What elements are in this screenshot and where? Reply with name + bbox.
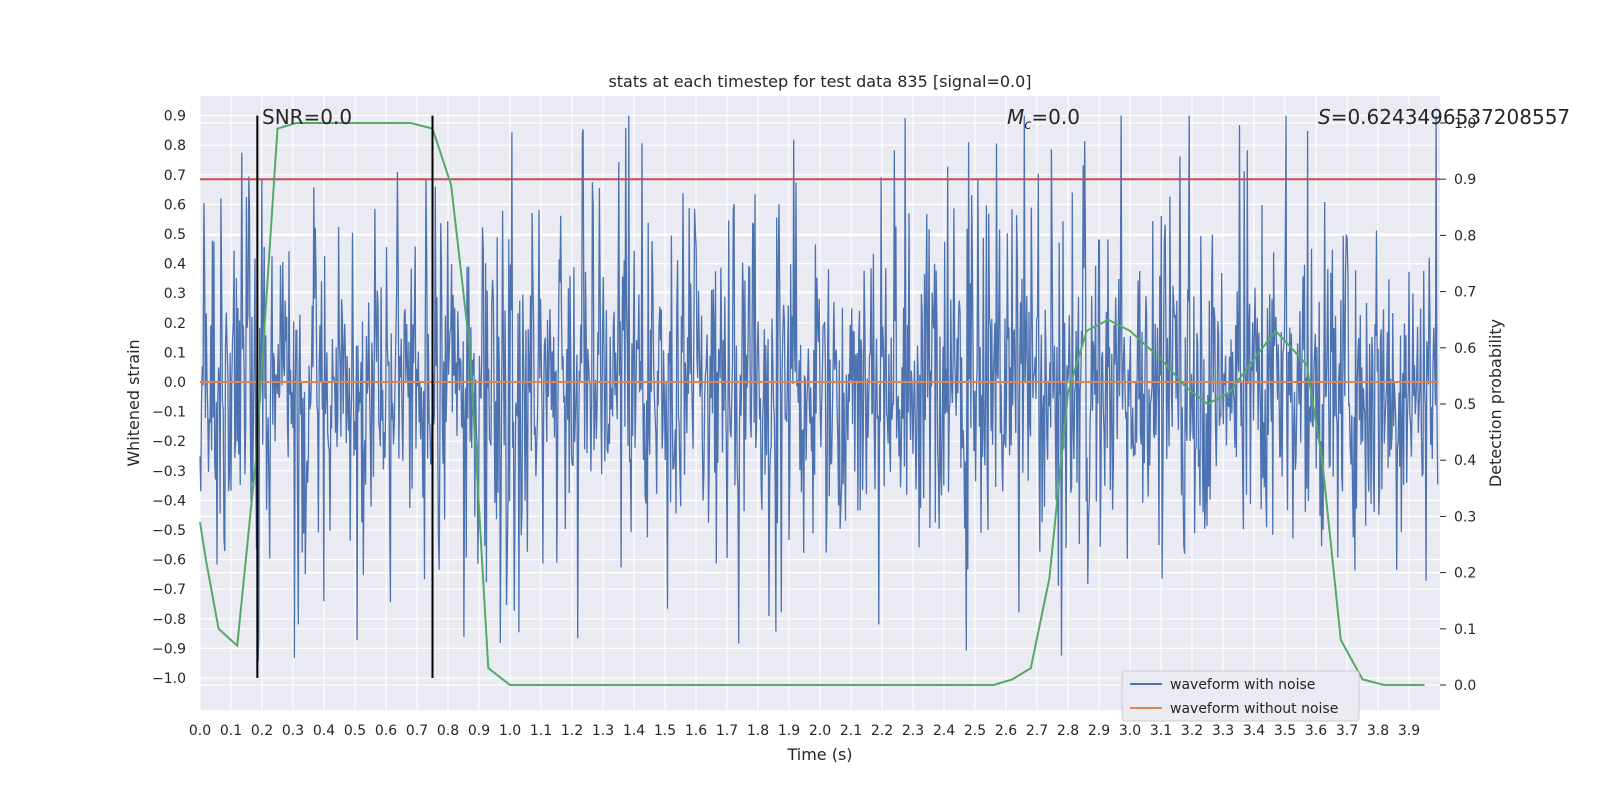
legend: waveform with noise waveform without noi… <box>1121 670 1360 722</box>
y-tick-label-right: 0.9 <box>1454 172 1476 188</box>
x-tick-label: 0.1 <box>220 723 242 739</box>
y-tick-label-right: 0.7 <box>1454 285 1476 301</box>
x-tick-label: 0.4 <box>313 723 335 739</box>
y-tick-label-left: −0.1 <box>152 405 186 421</box>
x-tick-label: 2.2 <box>871 723 893 739</box>
series-detection-probability <box>199 122 1425 686</box>
y-tick-label-right: 0.0 <box>1454 678 1476 694</box>
y-tick-label-right: 0.4 <box>1454 453 1476 469</box>
x-tick-label: 0.0 <box>189 723 211 739</box>
y-tick-label-left: −0.9 <box>152 641 186 657</box>
noise-trace <box>199 115 1439 662</box>
series-waveform-with-noise <box>199 115 1439 662</box>
x-tick-label: 1.0 <box>499 723 521 739</box>
s-value: =0.6243496537208557 <box>1331 105 1570 129</box>
s-symbol: S <box>1318 105 1331 129</box>
y-tick-label-left: −0.5 <box>152 523 186 539</box>
y-tick-label-right: 0.6 <box>1454 341 1476 357</box>
x-tick-label: 2.5 <box>964 723 986 739</box>
y-tick-label-left: 0.7 <box>164 168 186 184</box>
mc-value: =0.0 <box>1031 105 1080 129</box>
y-tick-label-right: 0.8 <box>1454 228 1476 244</box>
x-axis-label: Time (s) <box>786 745 852 764</box>
y-tick-label-left: −0.4 <box>152 493 186 509</box>
x-tick-label: 3.1 <box>1150 723 1172 739</box>
y-tick-label-right: 1.0 <box>1454 116 1476 132</box>
y-axis-label-left: Whitened strain <box>124 339 143 466</box>
x-tick-label: 2.0 <box>809 723 831 739</box>
x-tick-label: 1.4 <box>623 723 645 739</box>
y-tick-label-left: 0.9 <box>164 109 186 125</box>
y-tick-label-left: −1.0 <box>152 671 186 687</box>
x-tick-label: 2.7 <box>1026 723 1048 739</box>
y-tick-label-right: 0.2 <box>1454 566 1476 582</box>
x-tick-label: 1.3 <box>592 723 614 739</box>
x-tick-label: 0.5 <box>344 723 366 739</box>
x-tick-label: 3.5 <box>1274 723 1296 739</box>
x-tick-label: 1.9 <box>778 723 800 739</box>
x-tick-label: 2.9 <box>1088 723 1110 739</box>
y-tick-label-left: 0.1 <box>164 345 186 361</box>
x-tick-label: 1.8 <box>747 723 769 739</box>
y-tick-label-left: −0.3 <box>152 464 186 480</box>
y-tick-label-left: 0.8 <box>164 138 186 154</box>
y-tick-label-left: −0.7 <box>152 582 186 598</box>
y-tick-labels-right: 1.0 0.9 0.8 0.7 0.6 0.5 0.4 0.3 0.2 0.1 0.0 <box>1440 116 1476 694</box>
x-tick-label: 2.6 <box>995 723 1017 739</box>
x-tick-label: 1.7 <box>716 723 738 739</box>
x-tick-label: 2.1 <box>840 723 862 739</box>
x-tick-label: 0.7 <box>406 723 428 739</box>
x-tick-label: 1.5 <box>654 723 676 739</box>
y-tick-label-left: −0.2 <box>152 434 186 450</box>
y-tick-label-left: 0.2 <box>164 316 186 332</box>
chart-title: stats at each timestep for test data 835… <box>608 72 1031 91</box>
x-tick-label: 3.3 <box>1212 723 1234 739</box>
mc-subscript: c <box>1024 118 1031 133</box>
y-tick-label-left: 0.3 <box>164 286 186 302</box>
y-tick-labels-left: 0.9 0.8 0.7 0.6 0.5 0.4 0.3 0.2 0.1 0.0 −0.1 −0.2 −0… <box>152 109 186 687</box>
y-tick-label-right: 0.1 <box>1454 622 1476 638</box>
y-tick-label-left: 0.5 <box>164 227 186 243</box>
legend-box <box>1121 670 1360 722</box>
x-tick-label: 3.8 <box>1367 723 1389 739</box>
vertical-markers <box>256 115 434 678</box>
x-tick-labels: 0.0 0.1 0.2 0.3 0.4 0.5 0.6 0.7 0.8 0.9 1.0 1.1 1.2 1… <box>189 723 1420 739</box>
y-tick-label-left: 0.0 <box>164 375 186 391</box>
x-tick-label: 3.6 <box>1305 723 1327 739</box>
x-tick-label: 1.6 <box>685 723 707 739</box>
x-tick-label: 2.3 <box>902 723 924 739</box>
x-tick-label: 2.4 <box>933 723 955 739</box>
x-tick-label: 1.1 <box>530 723 552 739</box>
y-tick-label-right: 0.5 <box>1454 397 1476 413</box>
y-tick-label-right: 0.3 <box>1454 509 1476 525</box>
s-annotation: S=0.6243496537208557 <box>1318 105 1570 129</box>
x-tick-label: 3.4 <box>1243 723 1265 739</box>
x-tick-label: 1.2 <box>561 723 583 739</box>
mc-symbol: M <box>1007 105 1024 129</box>
snr-annotation: SNR=0.0 <box>262 105 352 129</box>
x-tick-label: 0.2 <box>251 723 273 739</box>
y-axis-label-right: Detection probability <box>1486 319 1505 487</box>
x-tick-label: 2.8 <box>1057 723 1079 739</box>
y-tick-label-left: −0.6 <box>152 553 186 569</box>
y-tick-label-left: 0.6 <box>164 197 186 213</box>
x-tick-label: 3.2 <box>1181 723 1203 739</box>
legend-label-noise: waveform with noise <box>1170 677 1315 693</box>
y-tick-label-left: 0.4 <box>164 257 186 273</box>
x-tick-label: 0.6 <box>375 723 397 739</box>
x-tick-label: 0.8 <box>437 723 459 739</box>
x-tick-label: 0.9 <box>468 723 490 739</box>
x-tick-label: 0.3 <box>282 723 304 739</box>
x-tick-label: 3.7 <box>1336 723 1358 739</box>
mc-annotation: Mc=0.0 <box>1007 105 1080 133</box>
x-tick-label: 3.9 <box>1398 723 1420 739</box>
x-tick-label: 3.0 <box>1119 723 1141 739</box>
legend-label-clean: waveform without noise <box>1170 701 1338 717</box>
y-tick-label-left: −0.8 <box>152 612 186 628</box>
